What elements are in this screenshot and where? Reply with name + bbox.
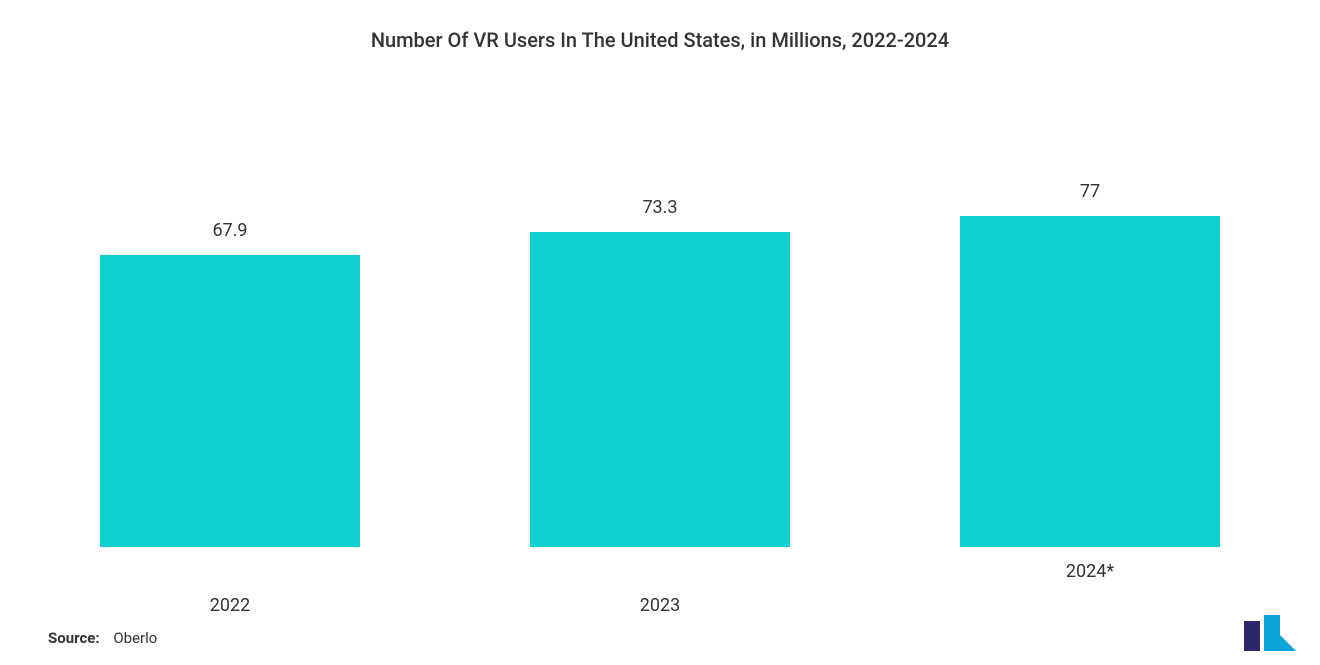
brand-logo [1240, 615, 1296, 651]
chart-title: Number Of VR Users In The United States,… [0, 0, 1320, 52]
x-label-2023: 2023 [530, 595, 790, 616]
logo-bar-icon [1264, 615, 1280, 651]
x-axis-labels: 2022 2023 2024* [0, 547, 1320, 617]
source-prefix: Source: [48, 629, 100, 647]
bar-value-label: 67.9 [212, 220, 247, 241]
bar-chart: 67.9 73.3 77 [0, 117, 1320, 547]
bar-value-label: 77 [1080, 181, 1100, 202]
x-label-2024: 2024* [960, 561, 1220, 582]
x-label-2022: 2022 [100, 595, 360, 616]
logo-accent-icon [1280, 635, 1296, 651]
bar-group-2023: 73.3 [530, 197, 790, 547]
bar-group-2024: 77 [960, 181, 1220, 547]
bar-2024 [960, 216, 1220, 547]
bar-group-2022: 67.9 [100, 220, 360, 547]
bar-value-label: 73.3 [642, 197, 677, 218]
logo-bar-icon [1244, 621, 1260, 651]
bar-2022 [100, 255, 360, 547]
source-line: Source: Oberlo [48, 629, 157, 647]
source-name: Oberlo [113, 629, 157, 647]
bar-2023 [530, 232, 790, 547]
